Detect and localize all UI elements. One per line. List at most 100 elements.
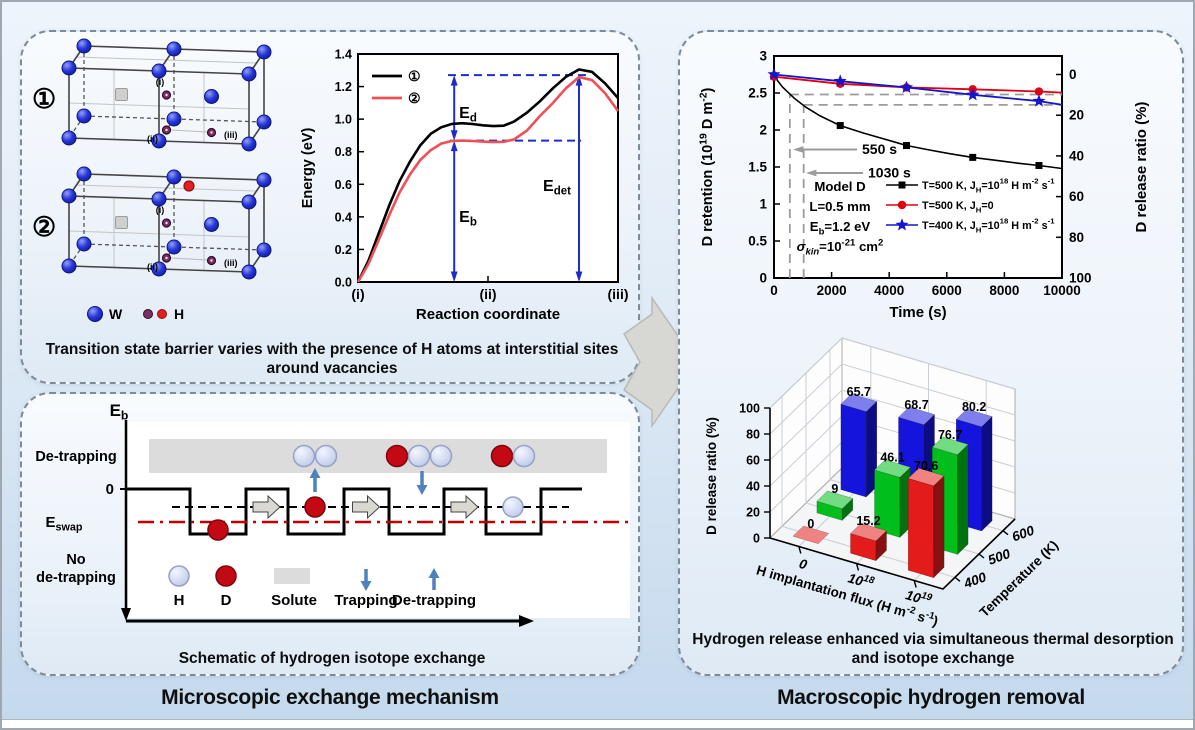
site-label-ii: (ii) [147,262,158,272]
y-tick-right-label: 0 [1069,67,1077,82]
retention-series-1 [773,75,1063,170]
bar-500K-flux1-value-label: 9 [831,482,838,496]
model-info-line-4: σkin=10-21 cm2 [797,238,884,258]
arrowhead [450,140,458,152]
y-tick-left-label: 3 [759,49,767,64]
h-interstitial-sites [161,218,217,266]
struct1-number: ① [32,84,56,114]
temp-tick-label-3: 600 [1010,523,1037,545]
front-axes [769,518,1016,590]
energy-plot-area [357,53,619,283]
x-tick-label: 2000 [817,283,847,298]
arrowhead [806,169,817,177]
x-tick-label: 4000 [874,283,904,298]
bar-500K-flux3-value-label: 76.7 [938,428,962,442]
y-tick-left-label: 2 [759,123,767,138]
y-tick-right-label: 20 [1069,108,1084,123]
arrowhead [450,271,458,282]
energy-curve-2 [356,75,620,283]
marker-square [902,142,910,150]
marker-star [1032,94,1046,107]
arrowhead [450,75,458,86]
bar-600K-flux2-value-label: 68.7 [904,398,928,412]
eswap-label: Eswap [45,514,82,534]
bar-400K-flux1-value-label: 0 [807,517,814,531]
x-tick-label: 10000 [1043,283,1081,298]
h-legend-label: H [174,306,184,322]
isotope-exchange-schematic: Eb 0 De-trapping Eswap No de-trapping H … [35,401,634,627]
detrap-arrow-up-icon [309,468,321,492]
flux-tick-label-1: 0 [797,556,809,573]
arrowhead [575,271,583,282]
trap-arrow-down-icon [416,471,428,495]
retention-ylabel: D retention (1019 D m-2) [699,88,717,247]
d-atom-deep-trap [207,519,229,541]
temp-tick-label-1: 400 [961,569,989,591]
footer-label-microscopic: Microscopic exchange mechanism [161,686,499,709]
h-site-legend-icon [143,309,153,319]
site-connector-line [170,129,208,133]
flux-tick [855,563,860,571]
marker-star [966,88,980,101]
retention-plot-area [773,55,1063,279]
site-label-i: (i) [156,77,165,87]
detrapping-region-label: De-trapping [35,449,116,465]
label-1030s: 1030 s [868,165,911,181]
bar-400K-flux2-value-label: 15.2 [856,514,880,528]
y-tick-label: 1.4 [335,48,352,62]
panel-macroscopic-removal: 0 0.5 1 1.5 2 2.5 3 0 20 40 60 80 100 0 2000 4000 6000 80… [678,30,1184,676]
no-detrapping-label-line1: No [66,552,85,568]
crystal-struct-1: (i) (ii) (iii) ① [32,38,272,152]
y-tick-label: 0.2 [335,243,352,257]
eb-label: Eb [459,209,477,229]
bar-600K-flux3-top [955,408,993,428]
marker-square [1035,162,1043,170]
legend-label-1: T=500 K, JH=1018 H m-2 s-1 [922,177,1055,195]
legend-label-2: T=500 K, JH=0 [922,200,994,215]
w-atoms [61,38,272,152]
marker-star [833,74,847,87]
marker-star [767,67,781,81]
bar-400K-flux3-value-label: 70.6 [914,459,938,473]
release-ylabel: D release ratio (%) [1133,102,1150,233]
z-tick-label: 60 [746,454,760,468]
bar-400K-flux1-top [792,525,830,544]
time-xlabel: Time (s) [889,304,946,321]
detrapping-legend-icon [428,568,440,590]
x-tick-label: 0 [770,283,778,298]
detrapped-atom-groups [292,444,536,468]
site-label-ii: (ii) [147,134,158,144]
solute-legend-icon [274,568,310,584]
bar-500K-flux3-top [931,436,969,455]
label-550s: 550 s [862,141,897,157]
z-tick-label: 100 [739,402,760,416]
y-tick-right-label: 80 [1069,230,1084,245]
energy-barrier-chart: 0.0 0.2 0.4 0.6 0.8 1.0 1.2 1.4 (i) (ii) (iii) Ener… [300,48,629,324]
detrapping-legend-label: De-trapping [392,592,476,609]
flux-tick-label-3: 1019 [904,586,934,609]
vacancy-square [115,88,128,101]
bar-600K-flux3-side [981,415,993,532]
y-tick-left-label: 0.5 [748,234,767,249]
panel-caption-transition: Transition state barrier varies with the… [45,341,619,378]
hop-arrows [252,494,479,520]
z-axis-label: D release ratio (%) [704,417,719,535]
extra-h-atom-red [183,180,195,192]
retention-series-3 [773,73,1063,106]
y-tick-left-label: 0 [759,271,767,286]
legend-label-2: ② [408,90,421,106]
x-tick-label: (iii) [608,286,629,302]
d-retention-chart: 0 0.5 1 1.5 2 2.5 3 0 20 40 60 80 100 0 2000 4000 6000 80… [699,49,1151,322]
release-ratio-3d-chart: 0 20 40 60 80 100 D release ratio (%) 0 1018 1019… [704,336,1061,629]
trap-wells-potential-line [126,487,582,536]
y-tick-label: 0.6 [335,178,352,192]
x-tick-label: (i) [351,286,364,302]
model-info-line-3: Eb=1.2 eV [810,219,871,238]
legend-marker [897,200,907,210]
x-tick-label: 6000 [932,283,962,298]
model-info-line-2: L=0.5 mm [809,199,870,214]
panel-transition-state: (i) (ii) (iii) ① [20,30,640,384]
schematic-legend: H D Solute Trapping De-trapping [168,565,476,609]
crystal-legend: W H [87,306,184,322]
z-tick-label: 40 [746,480,760,494]
